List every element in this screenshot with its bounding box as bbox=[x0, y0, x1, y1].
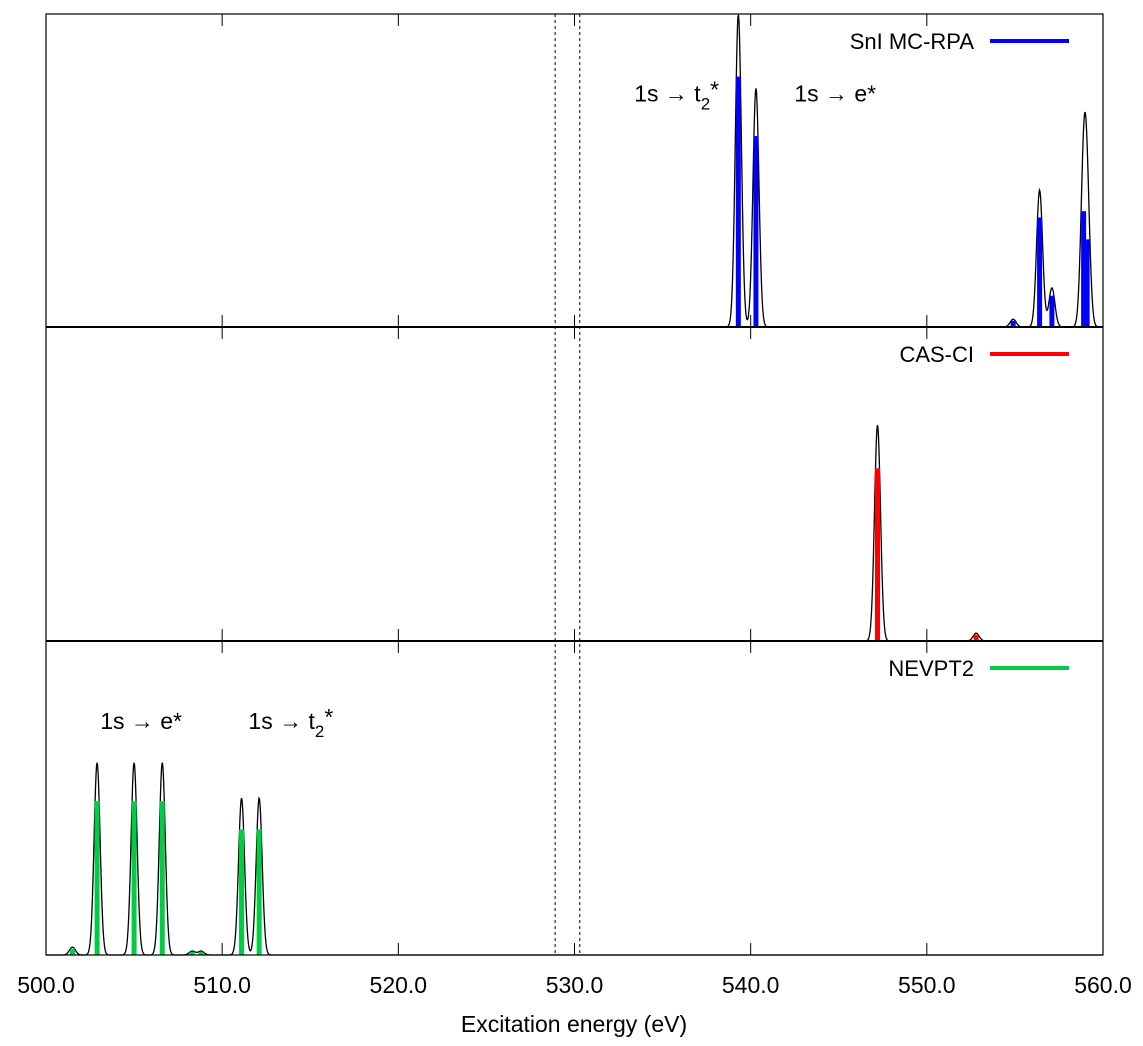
x-tick-label: 520.0 bbox=[370, 972, 428, 998]
legend-label: CAS-CI bbox=[899, 342, 974, 367]
stick bbox=[1037, 217, 1043, 327]
spectrum-curve bbox=[46, 762, 1103, 956]
stick bbox=[159, 801, 165, 955]
stick bbox=[198, 951, 204, 955]
stick bbox=[94, 801, 100, 955]
stick bbox=[735, 76, 741, 327]
stick bbox=[189, 951, 195, 955]
stick bbox=[256, 829, 262, 955]
stick bbox=[239, 829, 245, 955]
legend: SnI MC-RPA CAS-CI NEVPT2 bbox=[850, 29, 1069, 681]
x-axis-label: Excitation energy (eV) bbox=[461, 1011, 687, 1037]
stick bbox=[875, 468, 881, 641]
stick bbox=[131, 801, 137, 955]
stick bbox=[753, 136, 759, 327]
panel-frames bbox=[45, 13, 1104, 956]
x-axis-ticks: 500.0 510.0 520.0 530.0 540.0 550.0 560.0 bbox=[17, 14, 1132, 998]
stick bbox=[1081, 211, 1087, 327]
stick bbox=[1049, 295, 1055, 327]
annotation: 1s → e* bbox=[100, 708, 182, 734]
transition-annotations: 1s → t2* 1s → e* 1s → e* 1s → t2* bbox=[100, 77, 876, 741]
spectrum-curve bbox=[46, 425, 1103, 642]
broadened-spectra bbox=[46, 14, 1103, 956]
x-tick-label: 530.0 bbox=[546, 972, 604, 998]
legend-label: SnI MC-RPA bbox=[850, 29, 975, 54]
x-tick-label: 510.0 bbox=[193, 972, 251, 998]
stick bbox=[1084, 239, 1090, 327]
reference-lines bbox=[554, 14, 581, 955]
annotation: 1s → t2* bbox=[248, 704, 333, 741]
x-tick-label: 500.0 bbox=[17, 972, 75, 998]
x-tick-label: 560.0 bbox=[1074, 972, 1132, 998]
stick bbox=[69, 948, 75, 955]
x-tick-label: 550.0 bbox=[898, 972, 956, 998]
stick bbox=[973, 634, 979, 641]
stick bbox=[1010, 320, 1016, 327]
annotation: 1s → e* bbox=[794, 81, 876, 107]
stick-transitions bbox=[69, 76, 1090, 955]
plot-frame bbox=[45, 13, 1104, 956]
spectrum-curve bbox=[46, 14, 1103, 328]
annotation: 1s → t2* bbox=[634, 77, 719, 114]
x-tick-label: 540.0 bbox=[722, 972, 780, 998]
legend-label: NEVPT2 bbox=[888, 656, 974, 681]
